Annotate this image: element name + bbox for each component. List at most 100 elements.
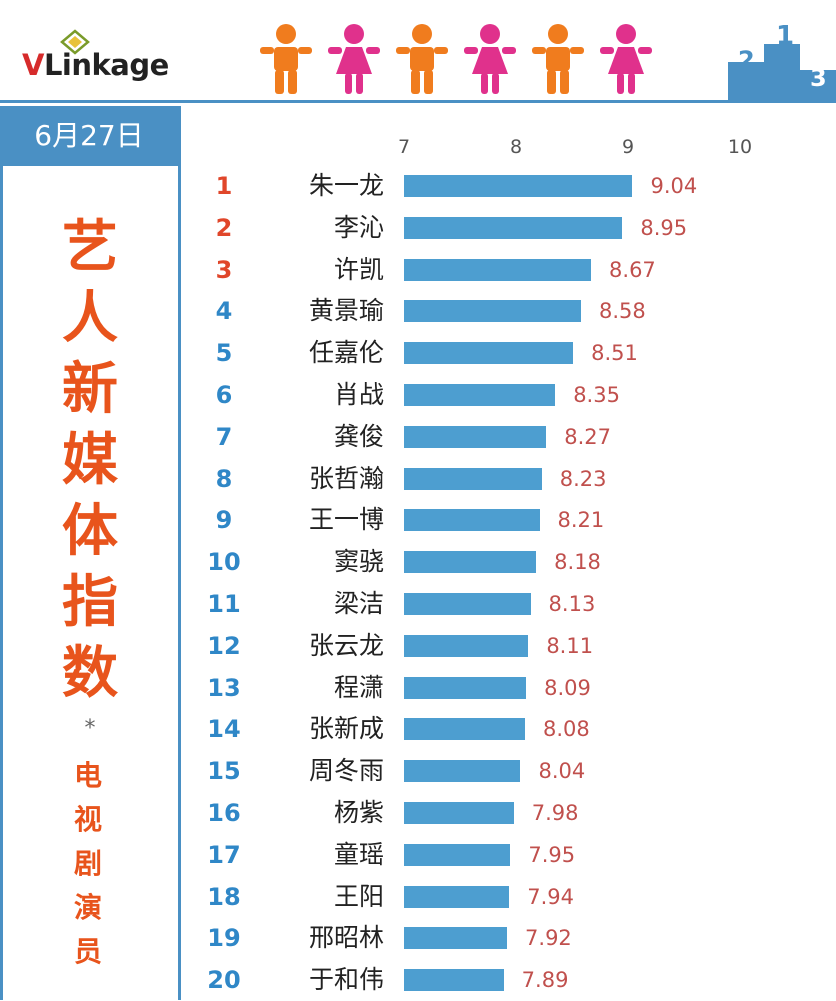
title-char: 数 [62, 641, 118, 706]
panel-border-left [0, 166, 3, 1000]
chart-row: 8 张哲瀚 8.23 [0, 458, 836, 500]
subtitle-char: 视 [73, 803, 102, 836]
chart-row: 11 梁洁 8.13 [0, 583, 836, 625]
data-label: 8.95 [640, 215, 688, 240]
x-tick-label: 10 [727, 136, 753, 158]
rank-label: 10 [207, 548, 241, 577]
bar [404, 634, 529, 657]
data-label: 8.11 [546, 633, 594, 658]
category-label: 邢昭林 [308, 923, 384, 953]
rank-label: 6 [215, 381, 233, 409]
subtitle-char: 员 [73, 935, 102, 968]
male-icon [532, 24, 584, 94]
subtitle-char: 电 [73, 759, 102, 792]
data-label: 8.09 [544, 675, 591, 700]
category-label: 程潇 [333, 672, 384, 702]
category-label: 朱一龙 [308, 171, 384, 200]
bar [404, 593, 531, 615]
bar [404, 258, 592, 281]
podium-icon: 2 1 3 [728, 21, 836, 100]
bar [404, 175, 633, 197]
rank-label: 14 [207, 715, 241, 744]
x-tick-label: 9 [621, 136, 635, 158]
header-divider [0, 100, 836, 103]
chart-row: 7 龚俊 8.27 [0, 416, 836, 458]
subtitle-char: 演 [73, 891, 102, 924]
rank-label: 4 [215, 297, 233, 326]
title-char: 体 [62, 499, 118, 564]
data-label: 7.92 [525, 926, 572, 951]
bar [404, 760, 521, 783]
bar [404, 467, 542, 490]
chart-row: 20 于和伟 7.89 [0, 959, 836, 1001]
header: VLinkage [0, 0, 836, 102]
chart-row: 6 肖战 8.35 [0, 374, 836, 416]
female-icon [328, 24, 380, 94]
vertical-subtitle: 电 视 剧 演 员 [68, 754, 108, 974]
rank-label: 11 [207, 590, 241, 618]
data-label: 8.35 [573, 383, 620, 407]
data-label: 7.95 [528, 842, 576, 867]
category-label: 张新成 [308, 714, 384, 744]
rank-label: 9 [215, 506, 233, 535]
rank-label: 20 [207, 966, 241, 995]
category-label: 王一博 [308, 505, 384, 535]
rank-label: 7 [215, 422, 233, 451]
data-label: 8.51 [591, 341, 638, 366]
chart-row: 14 张新成 8.08 [0, 708, 836, 750]
rank-label: 5 [215, 339, 233, 368]
category-label: 肖战 [333, 380, 384, 409]
bar [404, 425, 547, 448]
date-label: 6月27日 [0, 106, 178, 166]
bar [404, 843, 511, 866]
rank-label: 15 [207, 757, 241, 786]
rank-label: 2 [215, 213, 233, 242]
category-label: 张云龙 [308, 630, 384, 660]
category-label: 王阳 [333, 881, 384, 911]
female-icon [464, 24, 516, 94]
data-label: 8.58 [598, 299, 646, 324]
data-label: 8.21 [557, 508, 605, 533]
rank-label: 13 [207, 673, 241, 702]
category-label: 黄景瑜 [308, 296, 384, 326]
x-axis-ticks: 7 8 9 10 [0, 136, 836, 166]
bar [404, 969, 504, 992]
svg-text:1: 1 [776, 21, 794, 51]
chart-row: 16 杨紫 7.98 [0, 792, 836, 834]
title-char: 人 [62, 286, 118, 351]
data-label: 7.94 [527, 884, 575, 909]
bar [404, 300, 581, 323]
data-label: 9.04 [650, 174, 698, 198]
title-char: 媒 [62, 428, 118, 493]
category-label: 于和伟 [308, 965, 384, 995]
bar [404, 927, 508, 950]
logo-diamond-icon [60, 29, 90, 55]
chart-row: 5 任嘉伦 8.51 [0, 332, 836, 374]
data-label: 7.98 [531, 801, 579, 825]
x-tick-label: 8 [509, 136, 523, 158]
category-label: 李沁 [333, 212, 384, 242]
chart-row: 3 许凯 8.67 [0, 249, 836, 291]
female-icon [600, 24, 652, 94]
male-icon [260, 24, 312, 94]
chart-row: 13 程潇 8.09 [0, 667, 836, 709]
rank-label: 18 [207, 882, 241, 911]
bar [404, 384, 556, 406]
category-label: 童瑶 [333, 839, 384, 869]
category-label: 梁洁 [333, 589, 384, 618]
vlinkage-logo: VLinkage [22, 48, 169, 82]
vertical-title: 艺 人 新 媒 体 指 数 [52, 212, 128, 709]
title-star: * [84, 716, 96, 741]
rank-label: 16 [207, 799, 241, 827]
male-icon [396, 24, 448, 94]
data-label: 8.27 [564, 424, 611, 449]
data-label: 8.67 [609, 257, 656, 282]
chart-row: 10 窦骁 8.18 [0, 541, 836, 583]
chart-row: 4 黄景瑜 8.58 [0, 290, 836, 332]
bar [404, 216, 623, 239]
bar [404, 885, 510, 908]
panel-border-right [178, 106, 181, 1000]
rank-label: 1 [215, 172, 233, 200]
bar [404, 509, 540, 532]
category-label: 许凯 [333, 254, 384, 284]
